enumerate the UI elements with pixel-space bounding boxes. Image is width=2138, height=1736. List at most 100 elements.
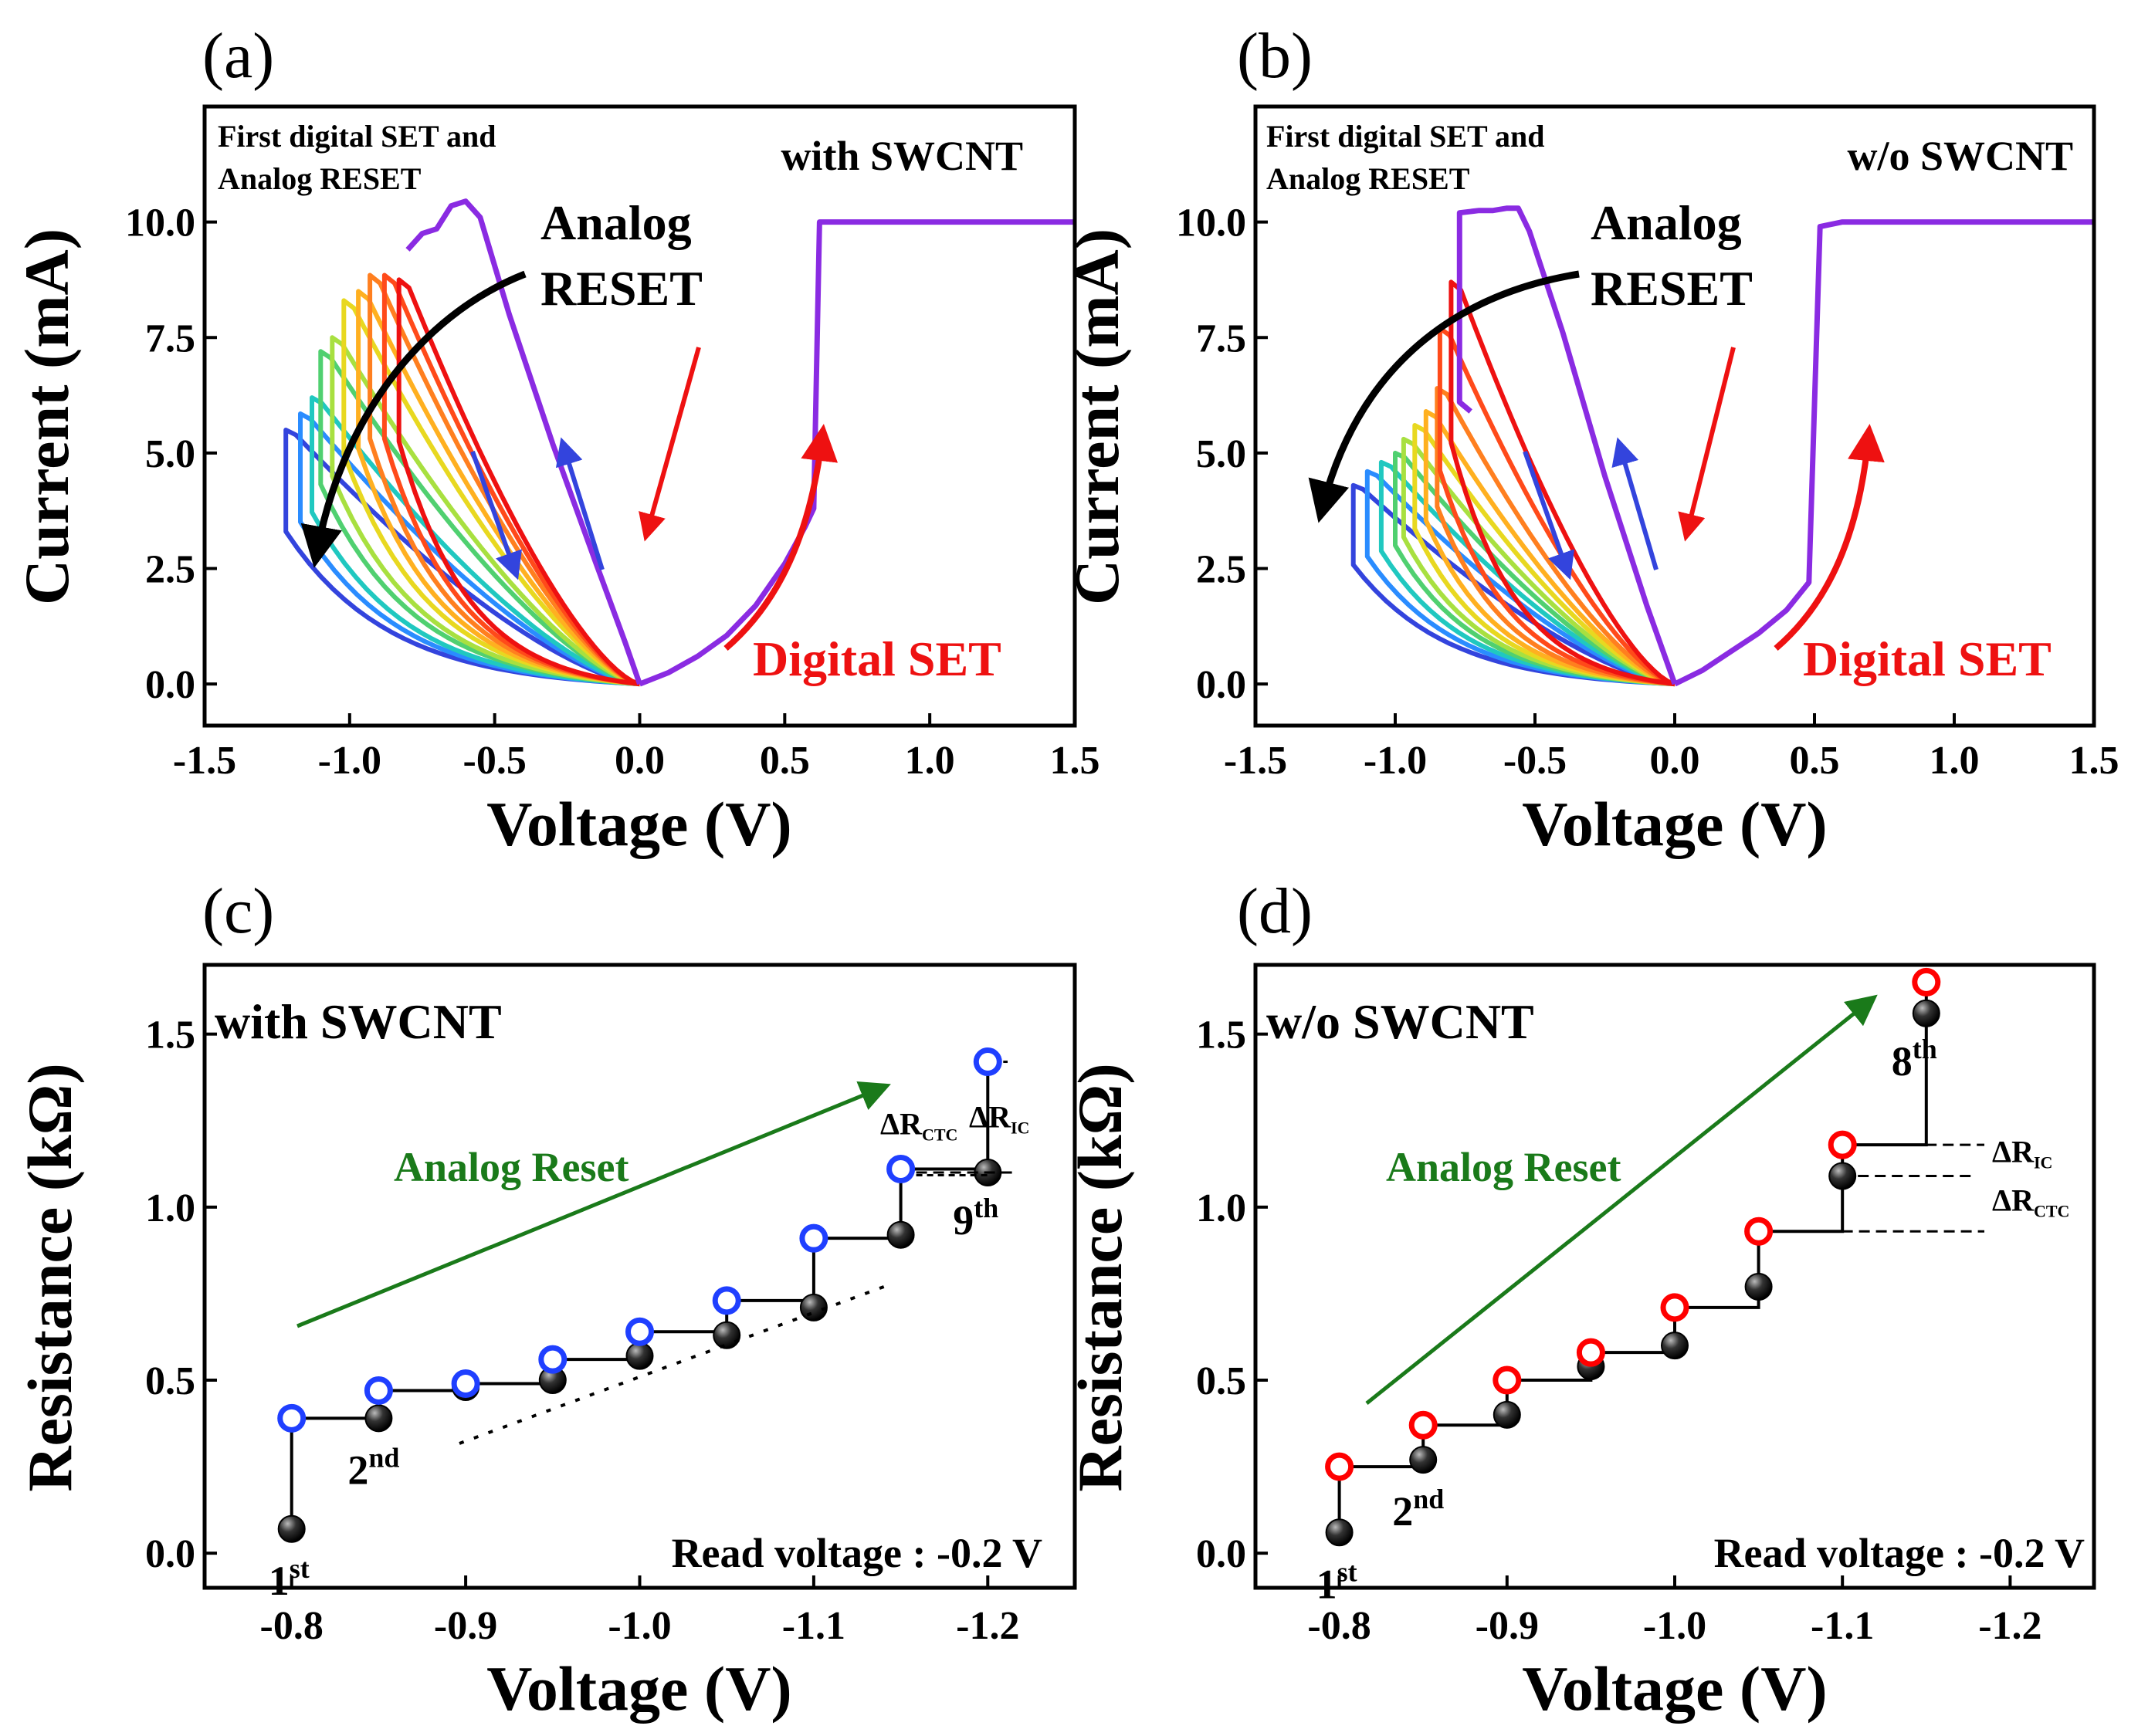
c-ticks: -0.8 -0.9 -1.0 -1.1 -1.2 0.0 0.5 1.0 1.5	[145, 1014, 1019, 1648]
d-read-voltage: Read voltage : -0.2 V	[1714, 1530, 2085, 1576]
c-ytick-label: 0.0	[145, 1532, 195, 1576]
a-ytick-label: 5.0	[145, 432, 195, 476]
b-blue-up-arrow	[1611, 437, 1659, 570]
panel-label-b: (b)	[1237, 20, 1313, 92]
a-reset-sweep-1	[396, 277, 641, 687]
d-ticks: -0.8 -0.9 -1.0 -1.1 -1.2 0.0 0.5 1.0 1.5	[1196, 1014, 2042, 1648]
d-xtick-label: -1.2	[1978, 1604, 2041, 1648]
b-reset-label: RESET	[1591, 261, 1753, 316]
b-ytick-label: 2.5	[1196, 548, 1246, 592]
d-closed-point-7	[1828, 1162, 1857, 1190]
b-title: w/o SWCNT	[1847, 133, 2073, 179]
a-title: with SWCNT	[781, 133, 1023, 179]
d-open-point-5	[1660, 1293, 1689, 1322]
a-xtick-label: -1.0	[318, 739, 381, 783]
c-open-point-2	[364, 1376, 393, 1405]
panel-label-a: (a)	[202, 20, 274, 92]
d-ylabel: Resistance (kΩ)	[1065, 1063, 1135, 1491]
c-open-point-6	[712, 1286, 741, 1315]
c-last-label: 9th	[953, 1193, 998, 1244]
b-xtick-label: 0.5	[1790, 739, 1840, 783]
b-digital-set-label: Digital SET	[1803, 631, 2052, 686]
b-xtick-label: -1.5	[1224, 739, 1287, 783]
a-ytick-label: 7.5	[145, 316, 195, 360]
c-open-point-5	[625, 1317, 654, 1346]
b-xtick-label: 0.0	[1650, 739, 1700, 783]
panel-d: (d) -0.8 -0.9 -1.0 -1.1 -1.2 0.0 0.5 1.0 1.5 1st…	[1065, 875, 2096, 1724]
a-first-reset-curve	[405, 198, 642, 685]
b-curves	[1350, 205, 2094, 687]
d-first-label: 1st	[1316, 1556, 1357, 1607]
d-closed-point-3	[1493, 1400, 1521, 1429]
c-analog-reset-arrow	[296, 1081, 891, 1328]
c-ylabel: Resistance (kΩ)	[15, 1063, 85, 1491]
a-analog-label: Analog	[540, 195, 692, 250]
c-plot: 1st 2nd 9th ΔRCTC ΔRIC	[269, 1047, 1029, 1604]
a-digital-set-label: Digital SET	[753, 631, 1001, 686]
b-red-down-arrow	[1678, 347, 1736, 542]
panel-b: (b) -1.5 -1.0 -0.5 0.0 0.5 1.0 1.5 0.0 2.5 5.0 7.5…	[1062, 20, 2119, 859]
d-analog-reset-arrow	[1365, 994, 1878, 1405]
d-second-label: 2nd	[1392, 1484, 1444, 1535]
c-closed-point-7	[799, 1293, 828, 1321]
d-delta-ic-label: ΔRIC	[1992, 1135, 2052, 1173]
b-note-line2: Analog RESET	[1266, 161, 1470, 196]
d-xtick-label: -0.9	[1476, 1604, 1539, 1648]
a-xtick-label: 1.0	[905, 739, 955, 783]
c-open-point-4	[538, 1345, 568, 1374]
d-open-point-2	[1408, 1410, 1438, 1440]
b-ytick-label: 0.0	[1196, 663, 1246, 707]
a-curves	[283, 198, 1075, 687]
b-ytick-label: 7.5	[1196, 316, 1246, 360]
a-xtick-label: 1.5	[1050, 739, 1100, 783]
d-open-point-8	[1912, 967, 1941, 997]
c-open-point-7	[799, 1223, 828, 1253]
c-xtick-label: -1.0	[608, 1604, 671, 1648]
c-read-voltage: Read voltage : -0.2 V	[672, 1530, 1042, 1576]
a-analog-reset-arrow	[300, 270, 527, 568]
b-xtick-label: -1.0	[1364, 739, 1427, 783]
a-set-arrow	[723, 424, 839, 651]
d-closed-point-5	[1661, 1332, 1689, 1360]
d-last-label: 8th	[1892, 1034, 1937, 1085]
c-second-label: 2nd	[347, 1442, 399, 1493]
b-note-line1: First digital SET and	[1266, 119, 1544, 154]
d-title: w/o SWCNT	[1266, 994, 1534, 1049]
b-ytick-label: 5.0	[1196, 432, 1246, 476]
c-title: with SWCNT	[215, 994, 502, 1049]
d-open-point-1	[1325, 1452, 1354, 1481]
c-ytick-label: 1.5	[145, 1014, 195, 1058]
d-plot: 1st 2nd 8th ΔRIC ΔRCTC	[1316, 967, 2069, 1607]
c-closed-point-5	[625, 1342, 654, 1370]
a-red-down-arrow	[639, 347, 701, 542]
b-xtick-label: 1.0	[1930, 739, 1980, 783]
c-closed-point-2	[364, 1404, 393, 1433]
a-reset-sweep-8	[310, 395, 641, 687]
panel-label-d: (d)	[1237, 875, 1313, 947]
b-reset-sweep-1	[1448, 279, 1676, 687]
d-ytick-label: 1.0	[1196, 1186, 1246, 1230]
panel-a: (a) -1.5 -1.0 -0.5 0.0 0.5 1.0 1.5 0.0 2.5 5.0 7.5…	[12, 20, 1100, 859]
c-delta-ctc-label: ΔRCTC	[880, 1107, 957, 1145]
a-digital-set-curve	[639, 219, 1075, 687]
b-digital-set-curve	[1673, 219, 2094, 687]
a-ylabel: Current (mA)	[12, 228, 82, 605]
d-closed-point-6	[1744, 1272, 1773, 1301]
b-set-arrow	[1774, 424, 1885, 651]
c-delta-ic-label: ΔRIC	[969, 1100, 1029, 1138]
c-xtick-label: -0.8	[260, 1604, 324, 1648]
a-ytick-label: 10.0	[125, 201, 195, 245]
c-closed-point-8	[886, 1220, 915, 1249]
c-open-point-8	[886, 1155, 916, 1184]
c-closed-point-1	[277, 1514, 306, 1543]
d-closed-point-1	[1325, 1518, 1354, 1547]
d-closed-point-2	[1409, 1446, 1438, 1474]
c-open-point-3	[451, 1369, 480, 1398]
a-note-line1: First digital SET and	[218, 119, 496, 154]
d-ytick-label: 1.5	[1196, 1014, 1246, 1058]
d-delta-ctc-label: ΔRCTC	[1992, 1183, 2069, 1220]
d-xtick-label: -0.8	[1307, 1604, 1371, 1648]
b-analog-label: Analog	[1591, 195, 1742, 250]
a-xtick-label: -1.5	[173, 739, 236, 783]
